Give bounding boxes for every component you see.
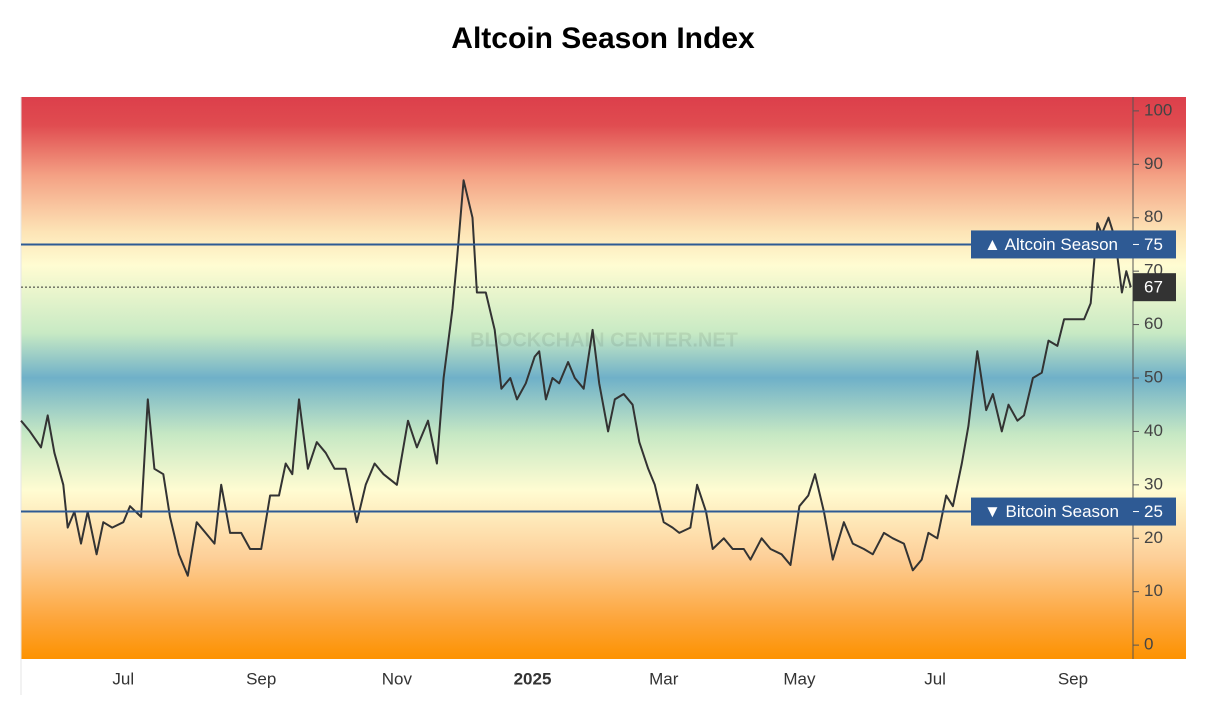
x-tick-label: Mar <box>649 669 679 688</box>
chart-title: Altcoin Season Index <box>451 22 755 55</box>
y-tick-label: 10 <box>1144 581 1163 600</box>
y-tick-label: 30 <box>1144 474 1163 493</box>
threshold-tag <box>971 230 1176 259</box>
threshold-value: 75 <box>1144 235 1163 254</box>
y-tick-label: 100 <box>1144 100 1172 119</box>
x-tick-label: May <box>783 669 816 688</box>
x-tick-label: 2025 <box>514 669 552 688</box>
y-tick-label: 60 <box>1144 314 1163 333</box>
watermark: BLOCKCHAIN CENTER.NET <box>470 329 738 351</box>
x-tick-label: Jul <box>112 669 134 688</box>
index-line <box>20 179 1132 577</box>
x-tick-label: Sep <box>1058 669 1088 688</box>
y-tick-label: 90 <box>1144 154 1163 173</box>
x-tick-label: Sep <box>246 669 276 688</box>
x-tick-label: Nov <box>382 669 413 688</box>
current-value: 67 <box>1144 278 1163 297</box>
x-tick-label: Jul <box>924 669 946 688</box>
y-tick-label: 0 <box>1144 635 1153 654</box>
threshold-label: ▼ Bitcoin Season <box>984 502 1119 521</box>
threshold-value: 25 <box>1144 502 1163 521</box>
threshold-label: ▲ Altcoin Season <box>984 235 1118 254</box>
threshold-tag <box>971 497 1176 526</box>
y-tick-label: 50 <box>1144 367 1163 386</box>
current-tag <box>1133 273 1176 302</box>
y-tick-label: 20 <box>1144 528 1163 547</box>
y-tick-label: 40 <box>1144 421 1163 440</box>
plot-background <box>21 97 1186 659</box>
y-tick-label: 80 <box>1144 207 1163 226</box>
